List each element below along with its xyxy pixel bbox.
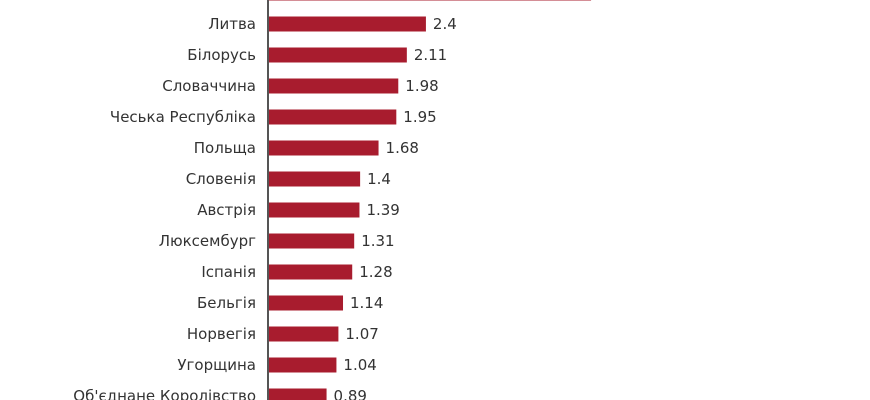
category-label: Литва — [208, 15, 256, 33]
category-label: Норвегія — [187, 325, 256, 343]
category-label: Об'єднане Королівство — [73, 387, 256, 400]
value-label: 1.68 — [386, 139, 419, 157]
category-label: Словенія — [186, 170, 256, 188]
category-label: Угорщина — [177, 356, 256, 374]
bar — [268, 78, 399, 94]
bar — [268, 171, 361, 187]
category-label: Польща — [194, 139, 256, 157]
category-label: Словаччина — [162, 77, 256, 95]
value-label: 1.28 — [359, 263, 392, 281]
value-label: 0.89 — [334, 387, 367, 400]
value-label: 1.39 — [366, 201, 399, 219]
value-label: 1.4 — [367, 170, 391, 188]
bar — [268, 109, 397, 125]
category-labels-group: Литва Білорусь Словаччина Чеська Республіка… — [73, 15, 256, 400]
value-label: 2.11 — [414, 46, 447, 64]
value-label: 1.14 — [350, 294, 383, 312]
bar — [268, 357, 337, 373]
category-label: Бельгія — [197, 294, 256, 312]
category-label: Австрія — [197, 201, 256, 219]
bar — [268, 202, 360, 218]
bar — [268, 264, 353, 280]
category-label: Білорусь — [187, 46, 256, 64]
value-label: 4.91 — [598, 0, 631, 2]
value-label: 1.95 — [403, 108, 436, 126]
bar — [268, 140, 379, 156]
value-label: 2.4 — [433, 15, 457, 33]
category-label: Люксембург — [159, 232, 256, 250]
value-label: 1.04 — [343, 356, 376, 374]
bar — [268, 16, 426, 32]
bar — [268, 233, 355, 249]
value-label: 1.98 — [405, 77, 438, 95]
bar — [268, 326, 339, 342]
value-label: 1.31 — [361, 232, 394, 250]
category-label: Чеська Республіка — [110, 108, 256, 126]
bar — [268, 295, 344, 311]
bar — [268, 47, 407, 63]
bar — [268, 0, 592, 1]
bars-group — [268, 0, 592, 400]
bar — [268, 388, 327, 400]
value-label: 1.07 — [345, 325, 378, 343]
category-label: Іспанія — [201, 263, 256, 281]
value-labels-group: 4.91 2.4 2.11 1.98 1.95 1.68 1.4 1.39 1.31 1.28 1.… — [334, 0, 632, 400]
